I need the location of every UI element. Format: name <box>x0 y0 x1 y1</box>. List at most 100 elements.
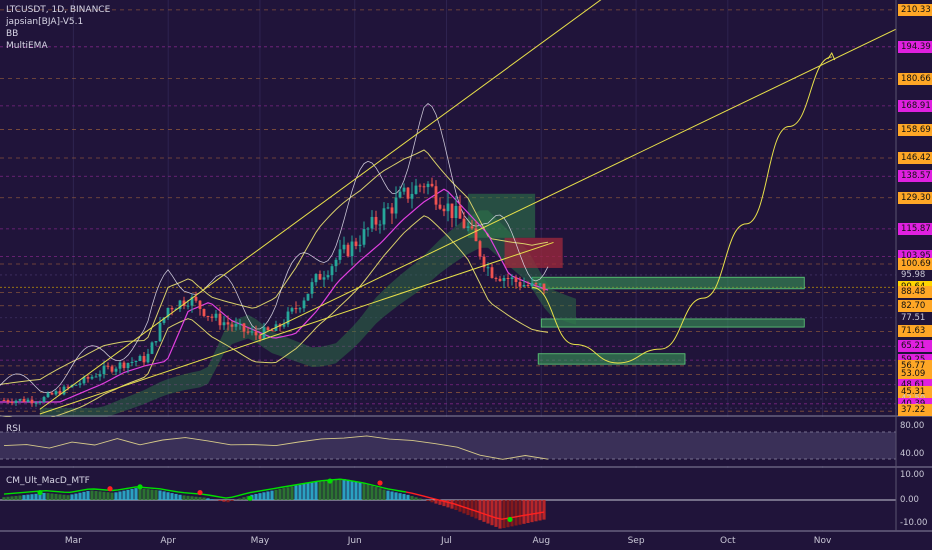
target-zone-box <box>531 276 805 290</box>
macd-bar <box>334 478 338 500</box>
candle-body <box>342 244 346 250</box>
target-zone-box <box>537 353 686 365</box>
candle-body <box>394 197 398 214</box>
candle-body <box>510 277 514 279</box>
macd-bar <box>146 489 150 500</box>
macd-bar <box>478 500 482 521</box>
price-level-tag: 100.69 <box>898 258 932 271</box>
macd-bar <box>382 489 386 500</box>
macd-cross-dot <box>107 486 113 492</box>
candle-body <box>194 296 198 301</box>
candle-body <box>462 218 466 228</box>
macd-bar <box>170 493 174 500</box>
candle-body <box>2 400 6 402</box>
candle-body <box>26 399 30 402</box>
macd-bar <box>278 488 282 500</box>
candle-body <box>450 203 454 219</box>
candle-body <box>6 400 10 402</box>
candle-body <box>514 277 518 283</box>
candle-body <box>406 187 410 199</box>
macd-bar <box>430 500 434 503</box>
candle-body <box>58 391 62 395</box>
chart-legend: LTCUSDT, 1D, BINANCE japsian[BJA]-V5.1 B… <box>6 4 110 52</box>
trendline-lower <box>39 241 554 415</box>
candle-body <box>314 274 318 283</box>
candle-body <box>474 228 478 242</box>
macd-bar <box>230 500 234 501</box>
macd-label[interactable]: CM_Ult_MacD_MTF <box>6 476 90 486</box>
macd-bar <box>426 500 430 502</box>
candle-body <box>466 226 470 228</box>
candle-body <box>446 203 450 212</box>
time-tick-label: Aug <box>532 536 551 546</box>
candle-body <box>14 400 18 403</box>
indicator-multiema[interactable]: MultiEMA <box>6 41 48 51</box>
macd-bar <box>538 500 542 521</box>
macd-bar <box>74 493 78 500</box>
candle-body <box>150 342 154 354</box>
macd-bar <box>78 492 82 500</box>
candle-body <box>22 399 26 402</box>
macd-bar <box>530 500 534 523</box>
macd-bar <box>270 490 274 500</box>
macd-bar <box>198 497 202 500</box>
candle-body <box>302 300 306 309</box>
macd-bar <box>522 500 526 524</box>
indicator-bb[interactable]: BB <box>6 29 19 39</box>
price-level-tag: 146.42 <box>898 152 932 165</box>
price-level-tag: 95.98 <box>901 269 926 280</box>
candle-body <box>350 241 354 257</box>
macd-bar <box>306 483 310 500</box>
macd-bar <box>286 487 290 500</box>
price-level-tag: 65.21 <box>898 340 932 353</box>
macd-bar <box>290 486 294 500</box>
candle-body <box>270 330 274 332</box>
candle-body <box>470 226 474 229</box>
candle-body <box>282 324 286 327</box>
macd-bar <box>122 490 126 500</box>
price-level-tag: 88.48 <box>898 286 932 299</box>
price-level-tag: 82.70 <box>898 299 932 312</box>
macd-bar <box>6 496 10 500</box>
price-level-tag: 168.91 <box>898 99 932 112</box>
macd-bar <box>390 491 394 500</box>
macd-bar <box>318 480 322 500</box>
indicator-japsian[interactable]: japsian[BJA]-V5.1 <box>6 17 84 27</box>
candle-body <box>506 277 510 279</box>
rsi-tick-40: 40.00 <box>900 449 925 459</box>
macd-bar <box>294 485 298 500</box>
candle-body <box>50 393 54 395</box>
macd-cross-dot <box>507 516 513 523</box>
macd-bar <box>14 495 18 500</box>
symbol-title[interactable]: LTCUSDT, 1D, BINANCE <box>6 5 111 15</box>
macd-bar <box>50 493 54 500</box>
macd-bar <box>162 491 166 500</box>
candle-body <box>258 335 262 339</box>
candle-body <box>486 267 490 269</box>
projection-arrow <box>827 51 836 61</box>
candle-body <box>198 300 202 309</box>
macd-bar <box>238 498 242 500</box>
candle-body <box>10 401 14 403</box>
candle-body <box>130 361 134 363</box>
candle-body <box>538 283 542 285</box>
candle-body <box>542 283 546 291</box>
macd-bar <box>86 491 90 500</box>
price-level-tag: 115.87 <box>898 222 932 235</box>
macd-bar <box>46 493 50 500</box>
candle-body <box>126 362 130 369</box>
macd-bar <box>506 500 510 528</box>
macd-bar <box>174 493 178 500</box>
rsi-label[interactable]: RSI <box>6 424 21 434</box>
macd-bar <box>58 494 62 500</box>
candle-body <box>418 185 422 187</box>
candle-body <box>242 323 246 332</box>
macd-bar <box>534 500 538 522</box>
price-level-tag: 194.39 <box>898 40 932 53</box>
rsi-line <box>3 435 549 460</box>
candle-body <box>222 322 226 326</box>
candle-body <box>502 277 506 281</box>
candle-body <box>178 300 182 309</box>
candle-body <box>266 327 270 331</box>
